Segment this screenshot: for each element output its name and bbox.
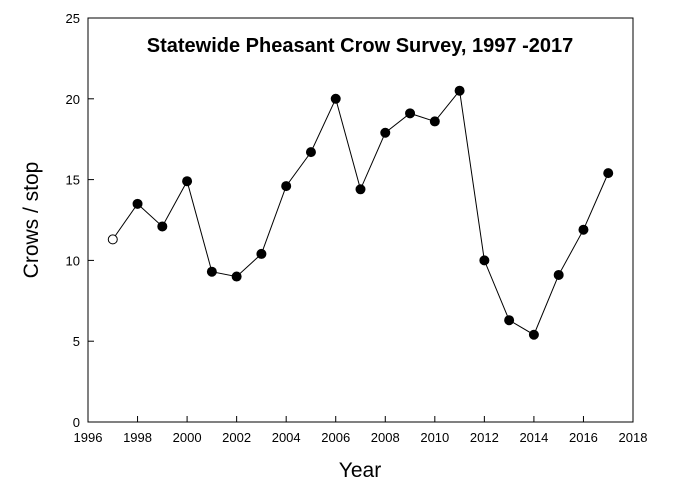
x-tick-label: 2000 [173,430,202,445]
data-point [405,108,416,119]
data-point [578,224,589,235]
series-line [112,89,609,336]
data-point [231,271,242,282]
x-tick-label: 2006 [321,430,350,445]
x-tick-label: 2018 [619,430,648,445]
x-tick-label: 1996 [74,430,103,445]
data-point [603,168,614,179]
data-point [380,127,391,138]
data-point [479,255,490,266]
chart-title: Statewide Pheasant Crow Survey, 1997 -20… [147,35,574,57]
data-point [305,147,316,158]
y-axis: 0 5 10 15 20 25 [66,11,94,430]
data-point [454,85,465,96]
y-tick-label: 0 [73,415,80,430]
x-axis-title: Year [339,459,381,482]
x-tick-label: 2012 [470,430,499,445]
x-tick-label: 2004 [272,430,301,445]
x-tick-label: 2002 [222,430,251,445]
x-tick-label: 2016 [569,430,598,445]
data-point [553,269,564,280]
y-tick-label: 15 [66,173,80,188]
x-tick-label: 2014 [519,430,548,445]
data-point [132,198,143,209]
y-tick-label: 5 [73,334,80,349]
data-point [330,93,341,104]
data-point [256,248,267,259]
data-point [528,329,539,340]
data-point [206,266,217,277]
data-point [355,184,366,195]
plot-frame [87,17,634,423]
data-points [107,85,614,340]
x-tick-label: 2010 [420,430,449,445]
data-point [182,176,193,187]
data-point [281,181,292,192]
data-point [107,234,118,245]
y-axis-title: Crows / stop [20,162,43,279]
data-point [504,315,515,326]
data-point [429,116,440,127]
y-tick-label: 10 [66,253,80,268]
y-tick-label: 25 [66,11,80,26]
data-point [157,221,168,232]
y-tick-label: 20 [66,92,80,107]
x-axis: 1996 1998 2000 2002 2004 2006 2008 2010 2012 2014… [74,416,648,445]
x-tick-label: 2008 [371,430,400,445]
x-tick-label: 1998 [123,430,152,445]
